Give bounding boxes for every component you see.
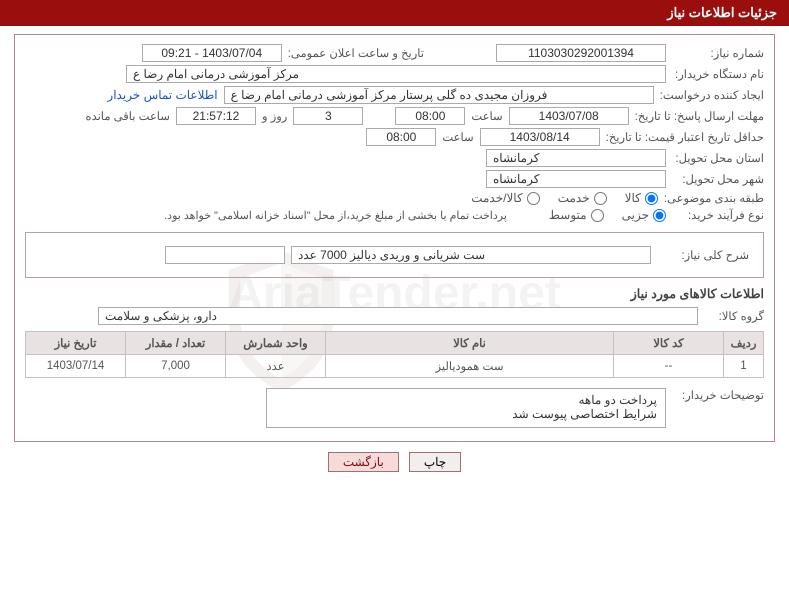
reply-time: 08:00 <box>395 107 465 125</box>
th-need-date: تاریخ نیاز <box>26 332 126 355</box>
radio-medium[interactable] <box>591 209 604 222</box>
table-row: 1 -- ست همودیالیز عدد 7,000 1403/07/14 <box>26 355 764 378</box>
goods-group-label: گروه کالا: <box>704 309 764 323</box>
summary-value: ست شریانی و وریدی دیالیز 7000 عدد <box>291 246 651 264</box>
reply-date: 1403/07/08 <box>509 107 629 125</box>
requester-label: ایجاد کننده درخواست: <box>660 88 764 102</box>
price-valid-date: 1403/08/14 <box>480 128 600 146</box>
goods-info-title: اطلاعات کالاهای مورد نیاز <box>25 286 764 301</box>
need-no-value: 1103030292001394 <box>496 44 666 62</box>
td-row: 1 <box>724 355 764 378</box>
radio-goods-service-label: کالا/خدمت <box>471 191 522 205</box>
radio-partial[interactable] <box>653 209 666 222</box>
th-unit: واحد شمارش <box>226 332 326 355</box>
back-button[interactable]: بازگشت <box>328 452 399 472</box>
days-and-label: روز و <box>262 109 287 123</box>
delivery-province: کرمانشاه <box>486 149 666 167</box>
radio-goods[interactable] <box>645 192 658 205</box>
category-label: طبقه بندی موضوعی: <box>664 191 764 205</box>
goods-group-value: دارو، پزشکی و سلامت <box>98 307 698 325</box>
delivery-province-label: استان محل تحویل: <box>672 151 764 165</box>
print-button[interactable]: چاپ <box>409 452 461 472</box>
td-qty: 7,000 <box>126 355 226 378</box>
footer-buttons: چاپ بازگشت <box>0 452 789 472</box>
time-label-2: ساعت <box>442 130 473 144</box>
buyer-notes-label: توضیحات خریدار: <box>672 388 764 402</box>
radio-partial-label: جزیی <box>622 208 649 222</box>
radio-service-label: خدمت <box>558 191 590 205</box>
days-remaining: 3 <box>293 107 363 125</box>
page-header: جزئیات اطلاعات نیاز <box>0 0 789 26</box>
summary-label: شرح کلی نیاز: <box>657 248 749 262</box>
goods-table: ردیف کد کالا نام کالا واحد شمارش تعداد /… <box>25 331 764 378</box>
announce-value: 1403/07/04 - 09:21 <box>142 44 282 62</box>
reply-deadline-label: مهلت ارسال پاسخ: تا تاریخ: <box>635 109 764 123</box>
announce-label: تاریخ و ساعت اعلان عمومی: <box>288 46 424 60</box>
th-qty: تعداد / مقدار <box>126 332 226 355</box>
countdown: 21:57:12 <box>176 107 256 125</box>
td-need-date: 1403/07/14 <box>26 355 126 378</box>
td-name: ست همودیالیز <box>326 355 614 378</box>
buyer-notes-value: پرداخت دو ماهه شرایط اختصاصی پیوست شد <box>266 388 666 428</box>
form-frame: شماره نیاز: 1103030292001394 تاریخ و ساع… <box>14 34 775 442</box>
buyer-contact-link[interactable]: اطلاعات تماس خریدار <box>107 88 217 102</box>
requester-value: فروزان مجیدی ده گلی پرستار مرکز آموزشی د… <box>224 86 654 104</box>
price-valid-time: 08:00 <box>366 128 436 146</box>
th-name: نام کالا <box>326 332 614 355</box>
th-row: ردیف <box>724 332 764 355</box>
price-valid-label: حداقل تاریخ اعتبار قیمت: تا تاریخ: <box>606 130 764 144</box>
remaining-label: ساعت باقی مانده <box>86 109 170 123</box>
delivery-city-label: شهر محل تحویل: <box>672 172 764 186</box>
delivery-city: کرمانشاه <box>486 170 666 188</box>
radio-service[interactable] <box>594 192 607 205</box>
radio-goods-label: کالا <box>625 191 641 205</box>
buyer-org-label: نام دستگاه خریدار: <box>672 67 764 81</box>
th-code: کد کالا <box>614 332 724 355</box>
summary-extra <box>165 246 285 264</box>
td-code: -- <box>614 355 724 378</box>
buyer-org-value: مرکز آموزشی درمانی امام رضا ع <box>126 65 666 83</box>
summary-frame: شرح کلی نیاز: ست شریانی و وریدی دیالیز 7… <box>25 232 764 278</box>
radio-goods-service[interactable] <box>527 192 540 205</box>
process-label: نوع فرآیند خرید: <box>672 208 764 222</box>
td-unit: عدد <box>226 355 326 378</box>
time-label-1: ساعت <box>471 109 502 123</box>
radio-medium-label: متوسط <box>549 208 587 222</box>
payment-note: پرداخت تمام یا بخشی از مبلغ خرید،از محل … <box>164 209 507 222</box>
need-no-label: شماره نیاز: <box>672 46 764 60</box>
